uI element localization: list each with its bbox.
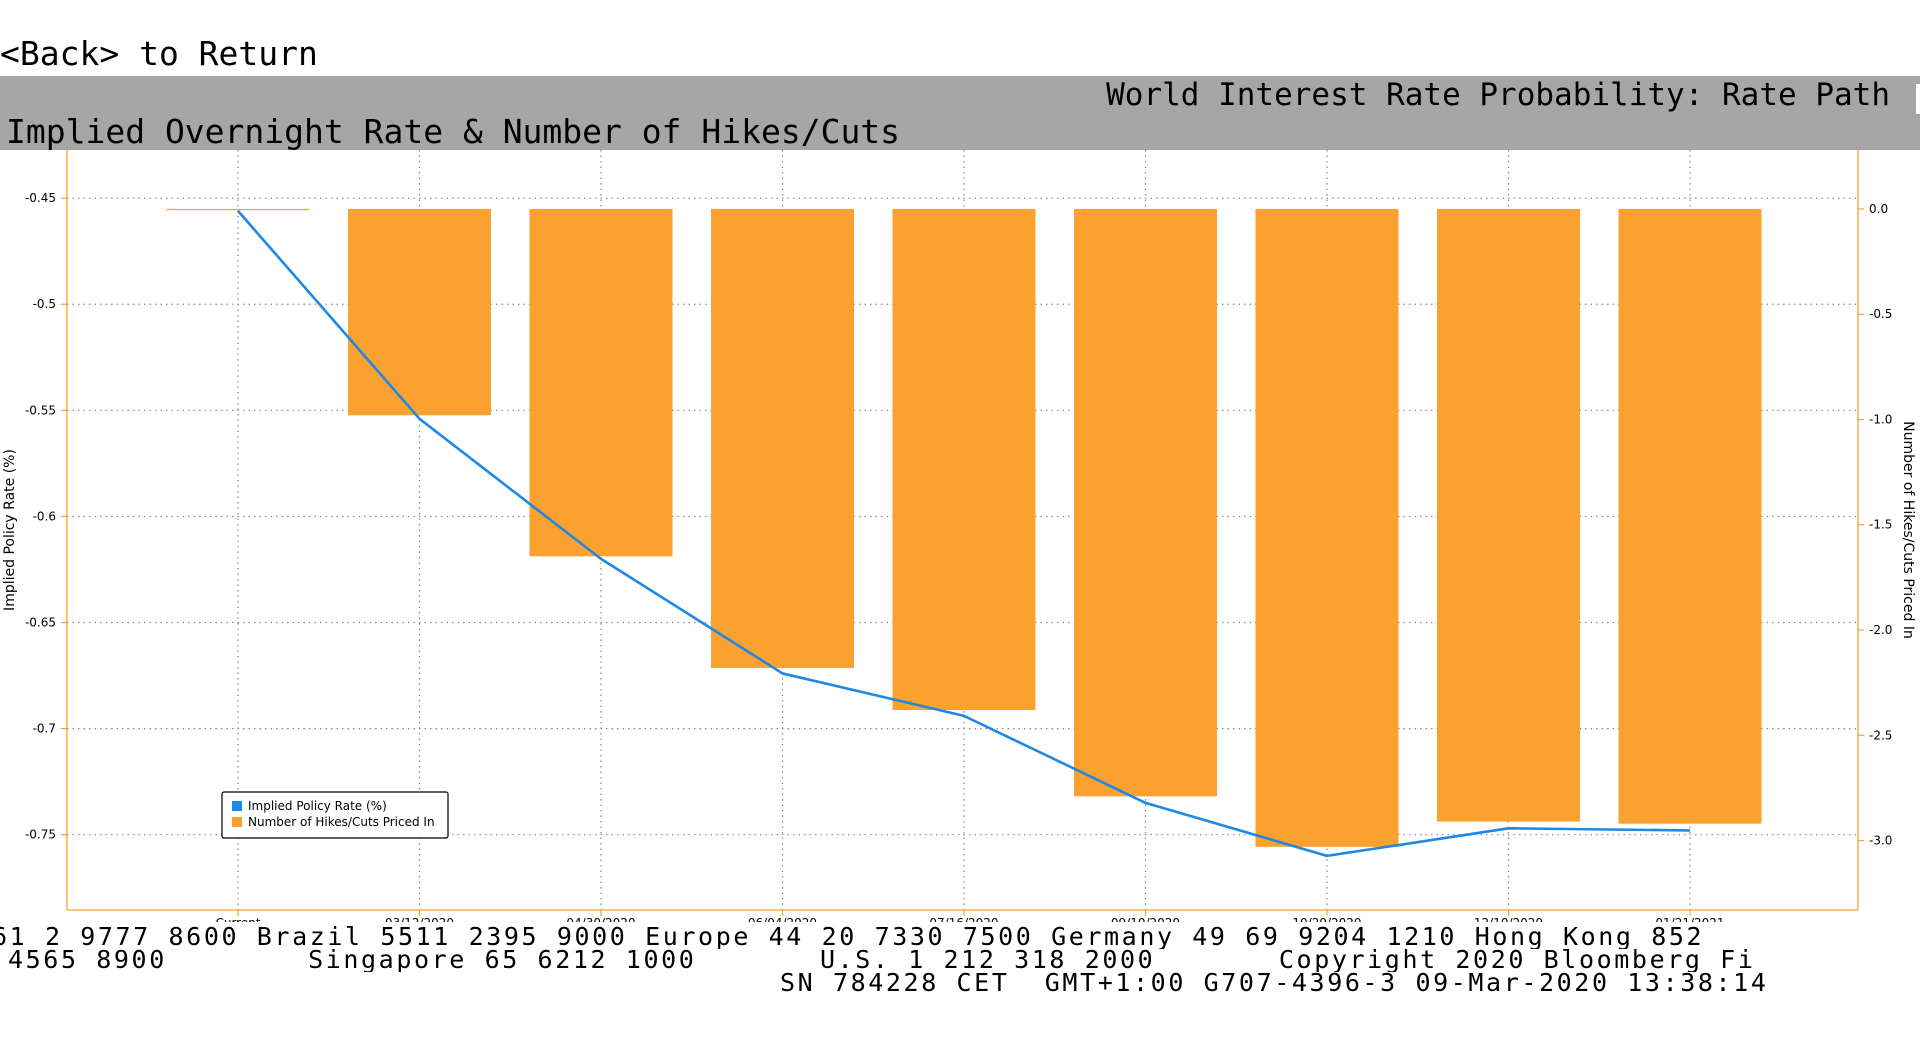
legend-label: Implied Policy Rate (%) [248,799,387,813]
hikes-cuts-bar [1074,208,1217,797]
axes [61,150,1864,916]
axis-labels: -0.45 -0.5 -0.55 -0.6 -0.65 -0.7 -0.75 Current 0… [2,191,1916,922]
x-tick-label: 01/21/2021 [1655,916,1724,922]
hikes-cuts-bar [892,208,1036,710]
contact-ticker-line-1: 61 2 9777 8600 Brazil 5511 2395 9000 Eur… [0,925,1705,949]
right-tick-label: 0.0 [1869,202,1888,216]
contact-ticker-line-2: 4565 8900 Singapore 65 6212 1000 U.S. 1 … [8,948,1756,972]
hikes-cuts-bar [711,208,854,668]
hikes-cuts-bar [1437,208,1580,822]
policy-rate-series-line [237,210,1691,858]
legend-label: Number of Hikes/Cuts Priced In [248,815,435,829]
hikes-cuts-bar [529,208,673,557]
left-axis-title: Implied Policy Rate (%) [2,449,18,611]
left-tick-label: -0.7 [33,722,56,736]
right-tick-label: -1.5 [1869,518,1892,532]
x-tick-label: 10/29/2020 [1292,916,1361,922]
rate-path-title: World Interest Rate Probability: Rate Pa… [1106,77,1890,113]
x-tick-label: 12/10/2020 [1474,916,1543,922]
left-tick-label: -0.65 [25,616,56,630]
chart-legend: Implied Policy Rate (%) Number of Hikes/C… [221,791,449,839]
right-tick-label: -2.0 [1869,623,1892,637]
left-tick-label: -0.75 [25,828,56,842]
legend-box [221,791,449,839]
session-info-line: SN 784228 CET GMT+1:00 G707-4396-3 09-Ma… [780,971,1769,995]
hikes-cuts-bar [1255,208,1399,847]
chart-title: Implied Overnight Rate & Number of Hikes… [6,112,901,151]
left-tick-label: -0.55 [25,403,56,417]
x-tick-label: 04/30/2020 [566,916,635,922]
x-tick-label: 06/04/2020 [748,916,817,922]
x-tick-label: 07/16/2020 [929,916,998,922]
back-to-return-link[interactable]: <Back> to Return [0,34,318,73]
policy-rate-line [237,210,1691,858]
right-axis-title: Number of Hikes/Cuts Priced In [1900,421,1916,639]
x-tick-label: 03/12/2020 [385,916,454,922]
left-tick-label: -0.45 [25,191,56,205]
legend-swatch [232,801,242,811]
header-accent [1916,84,1920,114]
hikes-cuts-bar [348,208,491,416]
header-bar [0,76,1920,150]
legend-swatch [232,817,242,827]
right-tick-label: -2.5 [1869,728,1892,742]
left-tick-label: -0.6 [33,509,56,523]
rate-path-chart: -0.45 -0.5 -0.55 -0.6 -0.65 -0.7 -0.75 Current 0… [2,150,1916,922]
left-tick-label: -0.5 [33,297,56,311]
right-tick-label: -3.0 [1869,834,1892,848]
right-tick-label: -0.5 [1869,307,1892,321]
x-tick-label: 09/10/2020 [1111,916,1180,922]
right-tick-label: -1.0 [1869,412,1892,426]
hikes-cuts-bars [166,208,1762,847]
hikes-cuts-bar [166,208,310,211]
x-tick-label: Current [215,916,260,922]
hikes-cuts-bar [1618,208,1762,824]
